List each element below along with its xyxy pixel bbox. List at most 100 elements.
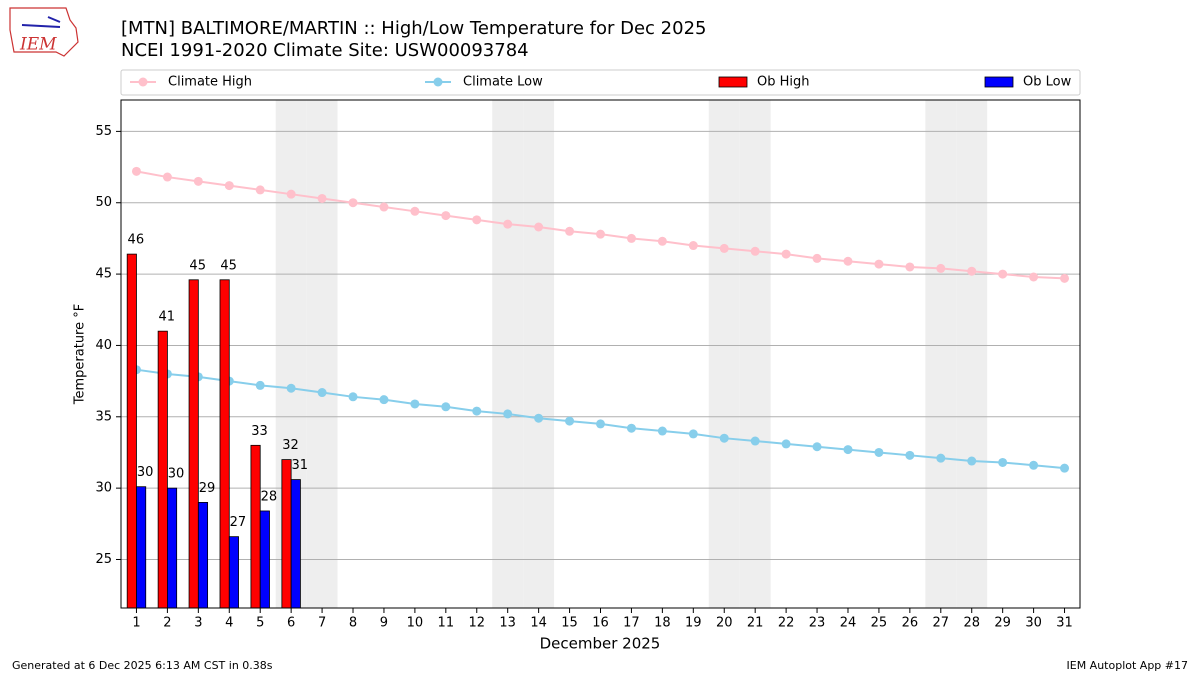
x-tick-label: 22 <box>778 616 795 631</box>
climate-point <box>750 436 760 446</box>
climate-point <box>1060 463 1070 473</box>
bar <box>188 279 199 609</box>
climate-point <box>379 395 389 405</box>
climate-point <box>472 215 482 225</box>
x-tick-label: 26 <box>902 616 919 631</box>
climate-point <box>348 392 358 402</box>
x-tick-label: 20 <box>716 616 733 631</box>
legend-swatch <box>984 76 1014 88</box>
climate-point <box>719 243 729 253</box>
climate-point <box>657 236 667 246</box>
climate-point <box>317 193 327 203</box>
x-tick-label: 24 <box>840 616 857 631</box>
x-tick-label: 13 <box>499 616 516 631</box>
x-tick-label: 19 <box>685 616 702 631</box>
climate-point <box>688 241 698 251</box>
climate-point <box>255 380 265 390</box>
climate-point <box>224 181 234 191</box>
x-axis-label: December 2025 <box>540 635 661 653</box>
x-tick-label: 8 <box>349 616 357 631</box>
climate-point <box>596 229 605 239</box>
footer-right: IEM Autoplot App #17 <box>1067 659 1189 672</box>
climate-point <box>626 423 636 433</box>
climate-point <box>317 388 327 398</box>
bar <box>219 279 230 609</box>
climate-point <box>565 416 575 426</box>
x-tick-label: 3 <box>194 616 202 631</box>
climate-point <box>286 189 296 199</box>
logo: IEM <box>9 7 79 57</box>
climate-point <box>781 249 791 259</box>
weekend-shade <box>956 100 988 608</box>
bar <box>290 479 301 609</box>
climate-point <box>441 211 451 221</box>
x-tick-label: 7 <box>318 616 326 631</box>
climate-point <box>131 166 141 176</box>
climate-point <box>503 409 513 419</box>
weekend-shade <box>739 100 771 608</box>
climate-point <box>379 202 389 212</box>
y-tick-label: 45 <box>95 267 112 282</box>
bar-value-label: 32 <box>282 438 299 453</box>
bar <box>126 253 137 609</box>
x-tick-label: 9 <box>380 616 388 631</box>
y-tick-label: 35 <box>95 409 112 424</box>
weekend-shade <box>306 100 338 608</box>
climate-point <box>967 456 977 466</box>
climate-point <box>874 259 884 269</box>
x-tick-label: 12 <box>468 616 485 631</box>
x-tick-label: 14 <box>530 616 547 631</box>
y-tick-label: 30 <box>95 481 112 496</box>
legend-swatch <box>718 76 748 88</box>
x-tick-label: 29 <box>994 616 1011 631</box>
climate-point <box>410 399 420 409</box>
y-tick-label: 55 <box>95 124 112 139</box>
x-tick-label: 6 <box>287 616 295 631</box>
x-tick-label: 18 <box>654 616 671 631</box>
bar-value-label: 28 <box>261 489 278 504</box>
bar-value-label: 27 <box>230 515 247 530</box>
x-tick-label: 25 <box>871 616 888 631</box>
x-tick-label: 1 <box>132 616 140 631</box>
legend-label: Climate High <box>168 75 252 90</box>
bar <box>259 510 270 609</box>
legend-box <box>120 69 1081 96</box>
climate-point <box>688 429 698 439</box>
weekend-shade <box>708 100 740 608</box>
weekend-shade <box>925 100 957 608</box>
climate-point <box>812 253 822 263</box>
weekend-shade <box>523 100 555 608</box>
climate-point <box>936 453 946 463</box>
climate-point <box>348 198 358 208</box>
y-axis-label: Temperature °F <box>73 304 88 405</box>
climate-point <box>626 233 636 243</box>
climate-point <box>843 445 853 455</box>
climate-point <box>255 185 265 195</box>
bar <box>157 330 168 609</box>
climate-point <box>472 406 482 416</box>
x-tick-label: 27 <box>933 616 950 631</box>
climate-point <box>534 413 544 423</box>
climate-point <box>998 457 1008 467</box>
climate-point <box>750 246 760 256</box>
x-tick-label: 10 <box>407 616 424 631</box>
bar-value-label: 45 <box>220 258 237 273</box>
legend-label: Ob Low <box>1023 75 1072 90</box>
climate-point <box>286 383 296 393</box>
bar-value-label: 31 <box>292 458 309 473</box>
climate-point <box>193 176 203 186</box>
y-tick-label: 40 <box>95 338 112 353</box>
logo-outline <box>9 7 79 57</box>
climate-point <box>812 442 822 452</box>
bar <box>281 459 292 609</box>
x-tick-label: 23 <box>809 616 826 631</box>
bar <box>136 486 147 609</box>
climate-point <box>565 226 575 236</box>
bar-value-label: 30 <box>137 465 154 480</box>
bar <box>167 487 178 609</box>
chart-title: [MTN] BALTIMORE/MARTIN :: High/Low Tempe… <box>121 18 706 39</box>
bar-value-label: 46 <box>128 233 145 248</box>
x-tick-label: 4 <box>225 616 233 631</box>
